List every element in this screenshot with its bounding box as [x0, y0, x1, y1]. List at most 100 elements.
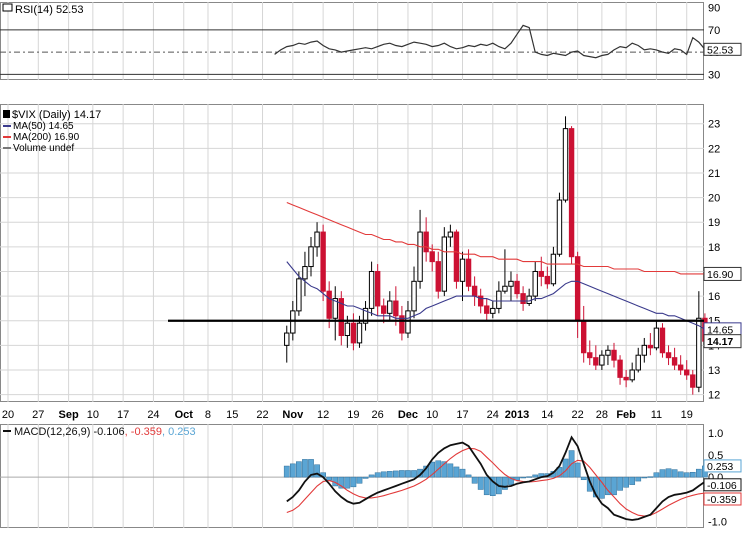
date-tick-label: Sep	[59, 409, 79, 421]
macd-histogram-bar	[386, 471, 393, 478]
macd-histogram-bar	[344, 476, 351, 489]
macd-histogram-bar	[429, 461, 436, 478]
date-tick-label: Feb	[616, 409, 636, 421]
date-tick-label: 10	[426, 409, 438, 421]
candle-body	[387, 300, 393, 314]
macd-histogram-bar	[399, 470, 405, 478]
price-ytick-label: 13	[708, 365, 720, 377]
macd-histogram-bar	[580, 476, 587, 481]
macd-histogram-bar	[665, 468, 672, 478]
legend-entry: Volume undef	[13, 143, 74, 154]
macd-histogram-bar	[302, 459, 308, 478]
macd-histogram-bar	[653, 472, 660, 478]
macd-histogram-bar	[617, 476, 623, 491]
ma200-line	[286, 201, 705, 275]
candle-body	[471, 285, 478, 297]
rsi-title: RSI(14) 52.53	[15, 4, 83, 16]
macd-histogram-bar	[405, 470, 411, 478]
macd-ytick-label: -1.0	[708, 516, 727, 528]
candle-body	[441, 236, 448, 292]
legend-entry: MA(50) 14.65	[13, 121, 74, 132]
rsi-last-value-label: 52.53	[707, 44, 733, 56]
candle-body	[659, 327, 666, 354]
price-ytick-label: 18	[708, 242, 720, 254]
macd-histogram-bar	[296, 461, 302, 478]
candle-body	[629, 369, 635, 381]
macd-histogram-bar	[308, 459, 314, 478]
candle-body	[381, 305, 387, 314]
candle-body	[332, 298, 338, 319]
candle-body	[502, 285, 508, 292]
date-tick-label: 17	[456, 409, 468, 421]
price-ytick-label: 23	[708, 119, 720, 131]
price-title: $VIX (Daily) 14.17	[12, 109, 101, 121]
macd-value-label: -0.106	[707, 480, 737, 492]
candle-body	[393, 300, 399, 317]
macd-histogram-bar	[689, 471, 696, 478]
candle-body	[459, 258, 466, 282]
macd-line	[286, 435, 706, 521]
date-tick-label: 15	[226, 409, 238, 421]
macd-histogram-bar	[635, 476, 642, 482]
candle-body	[581, 320, 587, 354]
date-tick-label: 11	[651, 409, 662, 421]
candle-body	[574, 256, 581, 322]
candle-body	[314, 231, 320, 248]
candle-body	[520, 293, 526, 304]
candle-body	[308, 246, 314, 268]
candle-body	[284, 332, 290, 346]
candle-body	[338, 298, 345, 337]
candle-body	[677, 364, 684, 371]
rsi-ytick-label: 70	[708, 25, 720, 37]
candle-body	[320, 231, 326, 292]
candle-body	[665, 352, 672, 359]
macd-histogram-bar	[350, 476, 357, 488]
macd-signal-line	[286, 447, 705, 517]
candle-body	[538, 270, 544, 277]
candle-body	[611, 349, 617, 361]
macd-ytick-label: 1.0	[708, 428, 723, 440]
candle-body	[326, 290, 332, 319]
rsi-line	[274, 24, 706, 59]
macd-histogram-bar	[489, 476, 496, 496]
macd-histogram-bar	[483, 476, 490, 496]
date-tick-label: 12	[317, 409, 329, 421]
date-tick-label: 19	[681, 409, 693, 421]
macd-title-part: MACD(12,26,9) -0.106	[14, 426, 125, 438]
candle-body	[447, 231, 454, 238]
candle-body	[496, 290, 502, 309]
candle-body	[635, 354, 641, 371]
candle-body	[411, 280, 417, 312]
macd-histogram-bar	[647, 476, 654, 478]
macd-histogram-bar	[374, 472, 381, 478]
rsi-ytick-label: 30	[708, 69, 720, 81]
macd-histogram-bar	[683, 472, 690, 478]
candle-body	[405, 310, 411, 334]
candle-body	[296, 278, 302, 312]
macd-histogram-bar	[441, 461, 448, 478]
price-ytick-label: 22	[708, 143, 720, 155]
macd-panel: 1.00.50.0-0.5-1.00.253-0.106-0.359MACD(1…	[0, 424, 742, 528]
date-tick-label: 14	[541, 409, 553, 421]
candle-body	[684, 369, 690, 376]
macd-histogram-bar	[465, 474, 472, 478]
candle-body	[368, 270, 375, 309]
candle-body	[435, 261, 441, 292]
rsi-ytick-label: 90	[708, 3, 720, 15]
price-frame	[0, 104, 704, 402]
ma50-price-label: 14.65	[707, 324, 733, 336]
candle-body	[356, 322, 363, 344]
macd-histogram-bar	[671, 469, 678, 478]
macd-histogram-bar	[326, 476, 333, 481]
macd-histogram-bar	[477, 476, 484, 490]
price-panel: 23222120191817161514131216.9014.6514.17$…	[0, 104, 742, 402]
macd-histogram-bar	[283, 465, 290, 478]
macd-histogram-bar	[623, 476, 629, 488]
macd-value-label: -0.359	[707, 494, 737, 506]
candle-body	[290, 310, 296, 334]
candle-body	[696, 317, 702, 388]
candle-body	[477, 295, 484, 307]
candle-body	[399, 315, 405, 334]
candle-body	[508, 280, 514, 287]
